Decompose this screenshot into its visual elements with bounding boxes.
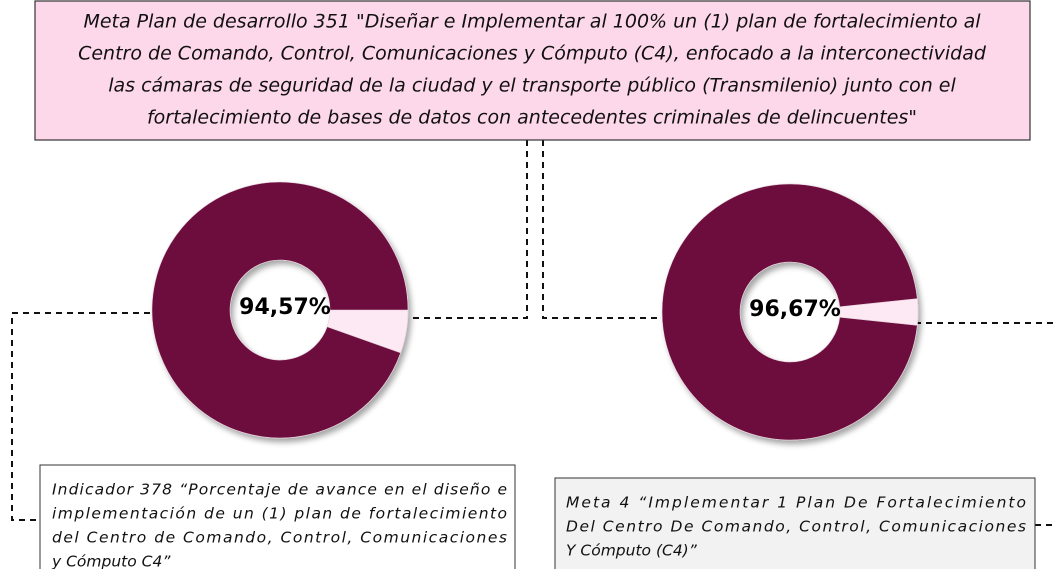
donut bbox=[151, 181, 409, 439]
header-line: fortalecimiento de bases de datos con an… bbox=[147, 107, 917, 129]
box-line: Del Centro De Comando, Control, Comunica… bbox=[566, 518, 1026, 536]
header-line: Centro de Comando, Control, Comunicacion… bbox=[78, 43, 987, 65]
header-line: las cámaras de seguridad de la ciudad y … bbox=[108, 75, 956, 97]
connector bbox=[11, 312, 150, 521]
percent-label: 94,57% bbox=[239, 295, 331, 320]
box-line: Meta 4 “Implementar 1 Plan De Fortalecim… bbox=[566, 494, 1026, 512]
connector bbox=[542, 140, 660, 319]
percent-label: 96,67% bbox=[749, 297, 841, 322]
box-line: Indicador 378 “Porcentaje de avance en e… bbox=[52, 481, 507, 499]
connector bbox=[410, 140, 528, 319]
box-line: y Cómputo C4” bbox=[51, 553, 171, 569]
box-line: Y Cómputo (C4)” bbox=[566, 542, 698, 560]
goal-box bbox=[554, 477, 1036, 569]
donut-segment bbox=[151, 181, 409, 439]
indicator-box bbox=[39, 464, 516, 569]
charts: 94,57% 96,67% bbox=[151, 181, 919, 441]
donut bbox=[661, 183, 919, 441]
texts: Meta Plan de desarrollo 351 "Diseñar e I… bbox=[51, 11, 1026, 569]
donut-segment bbox=[661, 183, 918, 441]
header-line: Meta Plan de desarrollo 351 "Diseñar e I… bbox=[83, 11, 981, 33]
header-box bbox=[34, 0, 1031, 141]
